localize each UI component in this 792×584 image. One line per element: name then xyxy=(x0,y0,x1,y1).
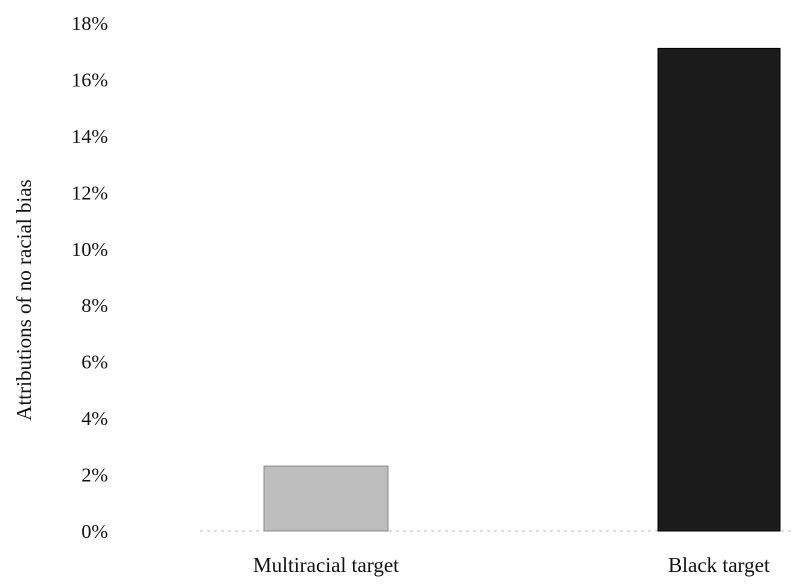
y-tick-label: 2% xyxy=(81,465,108,487)
bars xyxy=(263,47,781,532)
category-labels: Multiracial target Black target xyxy=(253,553,770,577)
y-tick-label: 8% xyxy=(81,295,108,317)
bar-black-target xyxy=(657,47,781,532)
bar-multiracial-target xyxy=(263,465,389,532)
y-axis-title: Attributions of no racial bias xyxy=(12,179,36,420)
x-category-label: Multiracial target xyxy=(253,553,399,577)
y-tick-label: 0% xyxy=(81,521,108,543)
y-tick-label: 16% xyxy=(71,69,108,91)
y-tick-label: 10% xyxy=(71,239,108,261)
x-category-label: Black target xyxy=(668,553,770,577)
y-tick-label: 6% xyxy=(81,352,108,374)
y-tick-label: 18% xyxy=(71,13,108,35)
y-axis-ticks: 0% 2% 4% 6% 8% 10% 12% 14% 16% 18% xyxy=(71,13,108,543)
y-tick-label: 12% xyxy=(71,182,108,204)
y-tick-label: 14% xyxy=(71,126,108,148)
y-tick-label: 4% xyxy=(81,408,108,430)
